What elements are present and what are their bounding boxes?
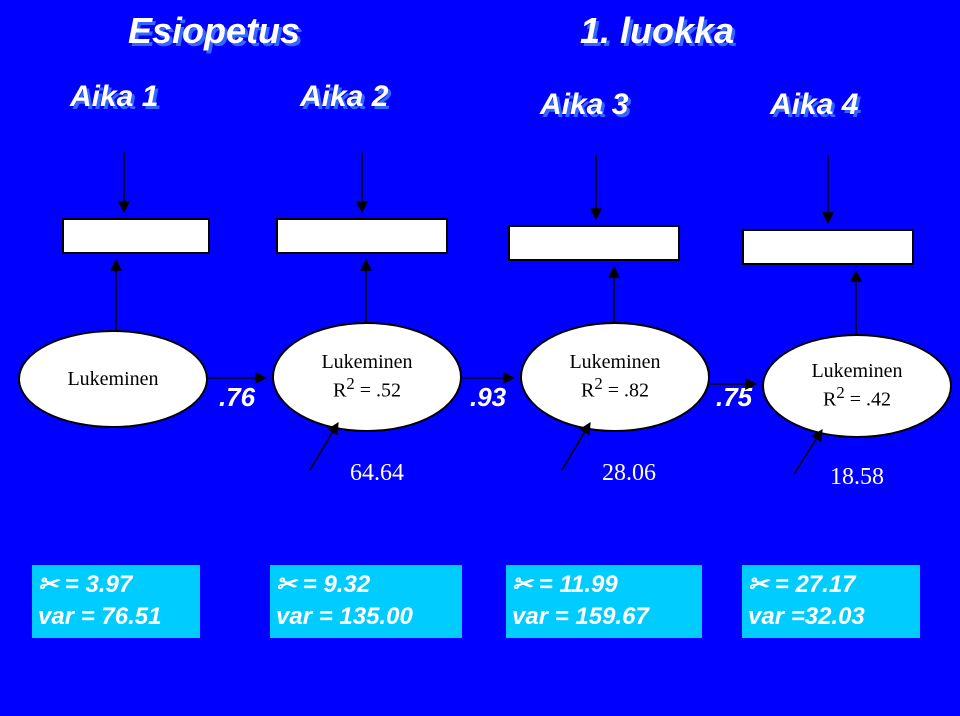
latent-ellipse-2: LukeminenR2 = .52 xyxy=(272,322,462,432)
path-coef-1: .76 xyxy=(219,382,255,413)
header-1-luokka: 1. luokka 1. luokka xyxy=(580,10,900,60)
stat-box-1: ✂ = 3.97var = 76.51 xyxy=(32,565,200,638)
residual-3: 18.58 xyxy=(830,464,884,491)
stat-box-4: ✂ = 27.17var =32.03 xyxy=(742,565,920,638)
header-esiopetus-front: Esiopetus xyxy=(128,10,300,52)
stat-box-1-var: var = 76.51 xyxy=(38,601,194,633)
latent-ellipse-1-label: Lukeminen xyxy=(67,368,158,391)
header-esiopetus: Esiopetus Esiopetus xyxy=(128,10,448,60)
subheader-aika-4: Aika 4Aika 4 xyxy=(770,88,960,132)
subheader-aika-2: Aika 2Aika 2 xyxy=(300,80,500,124)
subheader-aika-3: Aika 3Aika 3 xyxy=(540,88,740,132)
observed-box-1 xyxy=(62,218,210,254)
header-1-luokka-front: 1. luokka xyxy=(580,10,734,52)
stat-box-2: ✂ = 9.32var = 135.00 xyxy=(270,565,462,638)
stat-box-1-mean: ✂ = 3.97 xyxy=(38,569,194,601)
path-coef-3: .75 xyxy=(716,382,752,413)
latent-ellipse-1: Lukeminen xyxy=(18,330,208,428)
latent-ellipse-2-label: Lukeminen xyxy=(321,351,412,374)
latent-ellipse-3-r2: R2 = .82 xyxy=(581,374,649,403)
stat-box-3-var: var = 159.67 xyxy=(512,601,696,633)
observed-box-4 xyxy=(742,229,914,265)
latent-ellipse-4-r2: R2 = .42 xyxy=(823,383,891,412)
observed-box-2 xyxy=(276,218,448,254)
stat-box-2-var: var = 135.00 xyxy=(276,601,456,633)
stat-box-3: ✂ = 11.99var = 159.67 xyxy=(506,565,702,638)
observed-box-3 xyxy=(508,225,680,261)
latent-ellipse-2-r2: R2 = .52 xyxy=(333,374,401,403)
stat-box-3-mean: ✂ = 11.99 xyxy=(512,569,696,601)
latent-ellipse-4-label: Lukeminen xyxy=(811,360,902,383)
residual-1: 64.64 xyxy=(350,460,404,487)
stat-box-2-mean: ✂ = 9.32 xyxy=(276,569,456,601)
path-coef-2: .93 xyxy=(470,382,506,413)
latent-ellipse-4: LukeminenR2 = .42 xyxy=(762,334,952,438)
stat-box-4-mean: ✂ = 27.17 xyxy=(748,569,914,601)
subheader-aika-1: Aika 1Aika 1 xyxy=(70,80,270,124)
latent-ellipse-3: LukeminenR2 = .82 xyxy=(520,322,710,432)
stat-box-4-var: var =32.03 xyxy=(748,601,914,633)
latent-ellipse-3-label: Lukeminen xyxy=(569,351,660,374)
residual-2: 28.06 xyxy=(602,460,656,487)
